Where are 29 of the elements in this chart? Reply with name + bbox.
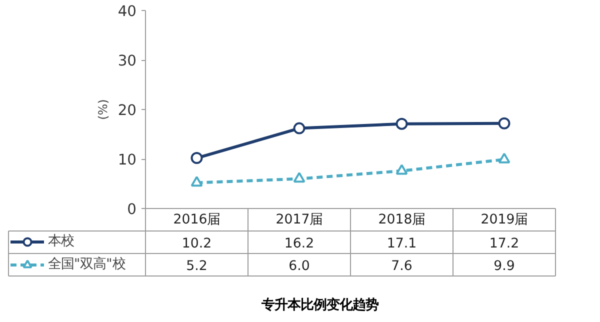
- point: [190, 176, 203, 187]
- y-tick-label: 30: [118, 52, 137, 70]
- text: 专升本比例变化趋势: [260, 297, 378, 313]
- point: [293, 122, 306, 134]
- y-tick-label: 20: [118, 102, 137, 119]
- point: [293, 172, 306, 183]
- data-label: 17.1: [386, 236, 417, 252]
- legend-label: 全国"双高"校: [48, 256, 126, 274]
- y-axis-title: (%): [96, 99, 110, 120]
- data-label: 17.2: [489, 236, 520, 252]
- y-tick-label: 0: [127, 201, 137, 218]
- data-label: 6.0: [288, 258, 310, 274]
- data-label: 9.9: [494, 258, 515, 274]
- x-tick-label: 2016届: [173, 212, 220, 228]
- y-tick-label: 10: [118, 152, 137, 168]
- data-label: 5.2: [186, 258, 208, 274]
- legend-label: 本校: [48, 232, 74, 250]
- point: [498, 117, 510, 130]
- y-tick-label: 40: [118, 3, 137, 20]
- x-tick-label: 2019届: [480, 212, 528, 228]
- x-tick-label: 2018届: [378, 212, 426, 228]
- data-label: 16.2: [284, 236, 314, 252]
- data-label: 7.6: [391, 258, 412, 274]
- point: [190, 152, 203, 164]
- point: [498, 152, 510, 164]
- point: [396, 118, 408, 130]
- data-label: 10.2: [182, 236, 212, 252]
- x-tick-label: 2017届: [276, 212, 323, 228]
- point: [396, 164, 408, 175]
